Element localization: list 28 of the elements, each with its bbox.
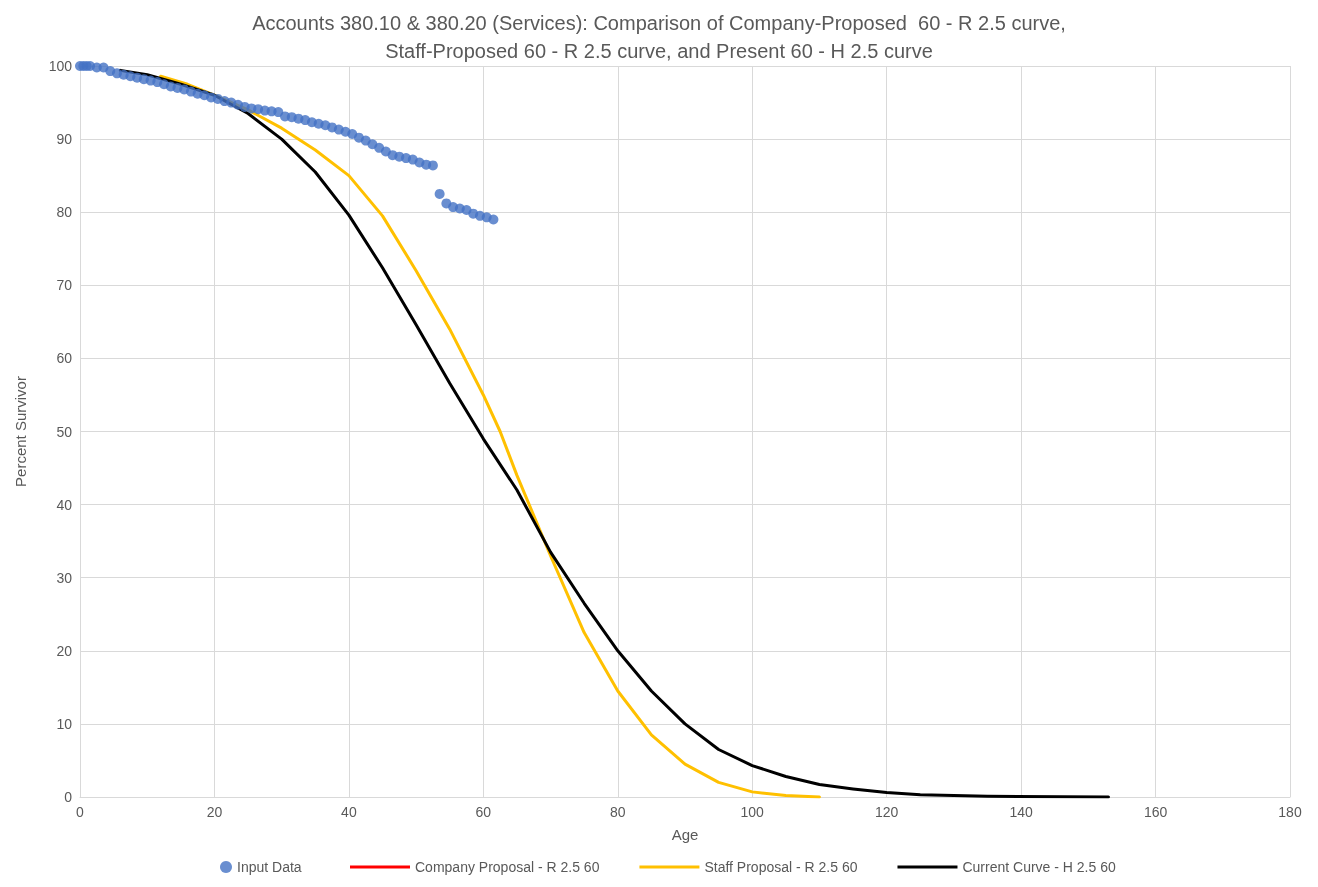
y-tick-label: 20 bbox=[56, 642, 73, 659]
x-tick-label: 160 bbox=[1143, 804, 1168, 820]
legend-label: Company Proposal - R 2.5 60 bbox=[415, 859, 600, 875]
y-tick-label: 60 bbox=[56, 350, 73, 367]
legend-label: Staff Proposal - R 2.5 60 bbox=[704, 859, 858, 875]
x-tick-label: 80 bbox=[609, 804, 626, 820]
y-tick-label: 40 bbox=[56, 496, 73, 513]
x-tick-label: 0 bbox=[76, 804, 85, 820]
legend-label: Input Data bbox=[237, 859, 302, 875]
y-axis-title: Percent Survivor bbox=[12, 376, 29, 487]
y-tick-label: 50 bbox=[56, 423, 73, 440]
chart-title: Accounts 380.10 & 380.20 (Services): Comparison of Company-Proposed 60 - R 2.5 curve, Staff-Proposed 60 - R 2.5 curve, and Present 60 - H 2.5 curve bbox=[252, 12, 1066, 62]
x-tick-label: 100 bbox=[740, 804, 765, 820]
x-tick-label: 120 bbox=[874, 804, 899, 820]
y-tick-label: 10 bbox=[56, 715, 73, 732]
y-tick-label: 100 bbox=[48, 58, 73, 74]
x-tick-label: 60 bbox=[475, 804, 492, 820]
x-tick-label: 40 bbox=[341, 804, 357, 820]
y-tick-label: 0 bbox=[64, 789, 73, 805]
x-tick-label: 20 bbox=[206, 804, 223, 820]
y-tick-label: 70 bbox=[56, 277, 73, 294]
legend-label: Current Curve - H 2.5 60 bbox=[962, 859, 1116, 875]
y-tick-label: 80 bbox=[56, 204, 73, 221]
x-tick-label: 140 bbox=[1009, 804, 1033, 820]
y-tick-label: 90 bbox=[56, 131, 73, 148]
x-axis-title: Age bbox=[671, 826, 699, 843]
y-tick-label: 30 bbox=[56, 569, 73, 586]
x-tick-label: 180 bbox=[1278, 804, 1302, 820]
